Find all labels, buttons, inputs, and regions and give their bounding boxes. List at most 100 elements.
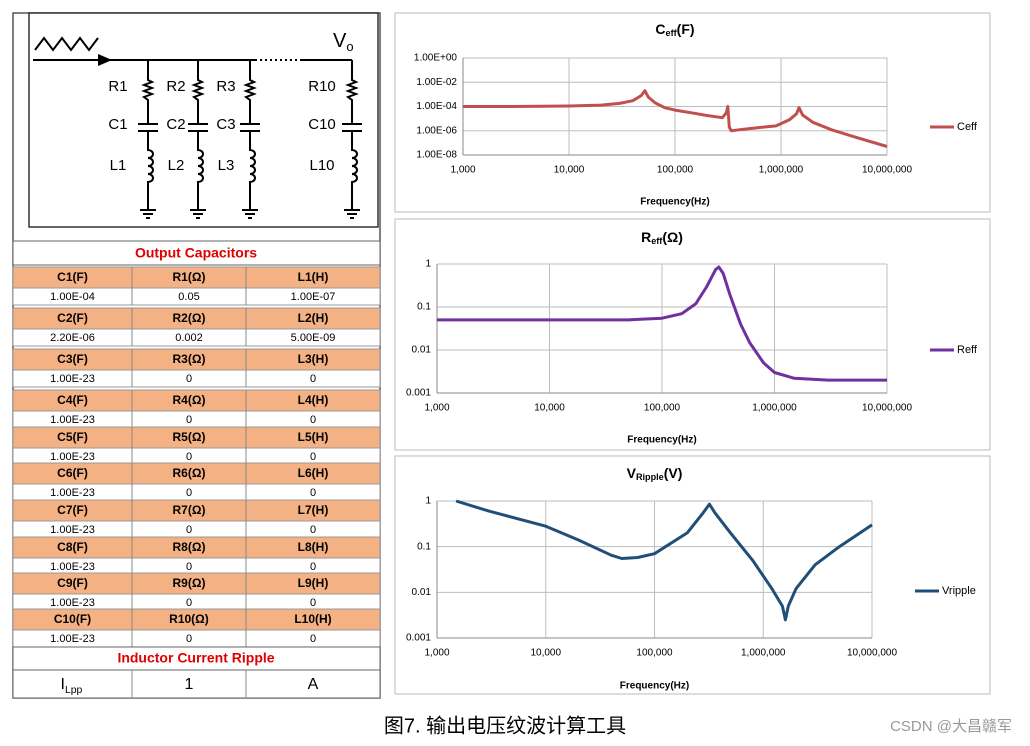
value-cell: 1.00E-23 — [50, 597, 95, 609]
header-cell: R6(Ω) — [173, 466, 206, 480]
x-axis-label: Frequency(Hz) — [620, 681, 689, 692]
y-tick-label: 1.00E-04 — [416, 101, 457, 112]
inductor — [197, 131, 204, 210]
y-tick-label: 0.001 — [406, 388, 431, 399]
x-tick-label: 1,000,000 — [759, 165, 804, 176]
header-cell: R7(Ω) — [173, 503, 206, 517]
ripple-label-sub: Lpp — [65, 685, 83, 696]
header-cell: R2(Ω) — [173, 311, 206, 325]
legend-label: Reff — [957, 344, 978, 356]
chart-title-main: V — [627, 465, 637, 481]
value-cell: 1.00E-23 — [50, 524, 95, 536]
y-tick-label: 1.00E-06 — [416, 125, 457, 136]
x-tick-label: 100,000 — [636, 648, 673, 659]
inductor-label: L1 — [110, 157, 127, 174]
y-tick-label: 1.00E-02 — [416, 77, 457, 88]
header-cell: C3(F) — [57, 352, 88, 366]
value-cell: 1.00E-07 — [291, 291, 336, 303]
value-row — [12, 328, 381, 347]
header-cell: L3(H) — [298, 352, 329, 366]
value-cell: 0 — [310, 524, 316, 536]
x-axis-label: Frequency(Hz) — [640, 197, 709, 208]
chart-title-unit: (F) — [677, 21, 695, 37]
header-cell: C7(F) — [57, 503, 88, 517]
value-cell: 0 — [310, 414, 316, 426]
header-cell: C4(F) — [57, 393, 88, 407]
ripple-label-main: I — [61, 676, 65, 693]
chart-title-sub: Ripple — [636, 473, 664, 483]
series-line — [437, 265, 887, 382]
chart-title: Ceff(F) — [655, 21, 694, 39]
inductor-label: L2 — [168, 157, 185, 174]
watermark: CSDN @大昌赣军 — [890, 718, 1012, 735]
triangle-wave — [34, 36, 99, 52]
chart-frame — [394, 455, 991, 695]
value-cell: 0 — [186, 561, 192, 573]
series-line — [463, 89, 888, 148]
resistor — [345, 60, 359, 124]
value-cell: 0 — [186, 597, 192, 609]
ripple-label: ILpp — [61, 676, 83, 695]
ripple-value: A — [308, 676, 319, 693]
header-cell: C8(F) — [57, 540, 88, 554]
value-cell: 0 — [310, 597, 316, 609]
capacitor-label: C2 — [166, 116, 185, 133]
legend-label: Vripple — [942, 585, 976, 597]
series-line — [455, 499, 873, 622]
caption: 图7. 输出电压纹波计算工具 — [384, 714, 626, 737]
y-tick-label: 1.00E+00 — [414, 53, 458, 64]
header-cell: C10(F) — [54, 612, 91, 626]
inductor — [147, 131, 154, 210]
value-cell: 1.00E-23 — [50, 414, 95, 426]
value-cell: 1.00E-23 — [50, 487, 95, 499]
resistor-label: R2 — [166, 78, 185, 95]
header-cell: C9(F) — [57, 576, 88, 590]
header-cell: R1(Ω) — [173, 270, 206, 284]
legend-label: Ceff — [957, 121, 978, 133]
y-tick-label: 0.001 — [406, 633, 431, 644]
capacitor-label: C3 — [216, 116, 235, 133]
resistor-label: R3 — [216, 78, 235, 95]
chart-title-sub: eff — [651, 237, 663, 247]
x-tick-label: 10,000 — [530, 648, 561, 659]
chart-title: Reff(Ω) — [641, 229, 683, 247]
chart-title: VRipple(V) — [627, 465, 683, 483]
value-cell: 1.00E-04 — [50, 291, 95, 303]
y-tick-label: 1 — [425, 496, 431, 507]
header-cell: L2(H) — [298, 311, 329, 325]
header-cell: R3(Ω) — [173, 352, 206, 366]
x-tick-label: 1,000 — [450, 165, 475, 176]
ripple-title: Inductor Current Ripple — [117, 650, 274, 666]
header-cell: R5(Ω) — [173, 430, 206, 444]
value-cell: 0.05 — [178, 291, 199, 303]
value-cell: 1.00E-23 — [50, 451, 95, 463]
y-tick-label: 0.1 — [417, 302, 431, 313]
value-cell: 2.20E-06 — [50, 332, 95, 344]
header-cell: C2(F) — [57, 311, 88, 325]
value-cell: 0 — [186, 414, 192, 426]
x-axis-label: Frequency(Hz) — [627, 435, 696, 446]
ripple-value: 1 — [185, 676, 194, 693]
value-row — [12, 287, 381, 306]
chart-frame — [394, 218, 991, 451]
value-cell: 0.002 — [175, 332, 203, 344]
output-label: Vo — [333, 30, 354, 54]
inductor-label: L3 — [218, 157, 235, 174]
x-tick-label: 10,000 — [534, 403, 565, 414]
chart-title-unit: (V) — [664, 465, 683, 481]
header-cell: C1(F) — [57, 270, 88, 284]
value-cell: 1.00E-23 — [50, 561, 95, 573]
resistor-label: R1 — [108, 78, 127, 95]
y-tick-label: 0.01 — [412, 345, 432, 356]
header-cell: C5(F) — [57, 430, 88, 444]
header-cell: R4(Ω) — [173, 393, 206, 407]
inductor — [351, 131, 358, 210]
value-cell: 0 — [310, 633, 316, 645]
header-cell: R10(Ω) — [169, 612, 209, 626]
resistor — [243, 60, 257, 124]
header-cell: L1(H) — [298, 270, 329, 284]
value-row — [12, 369, 381, 388]
chart-title-unit: (Ω) — [662, 229, 683, 245]
value-cell: 0 — [186, 633, 192, 645]
